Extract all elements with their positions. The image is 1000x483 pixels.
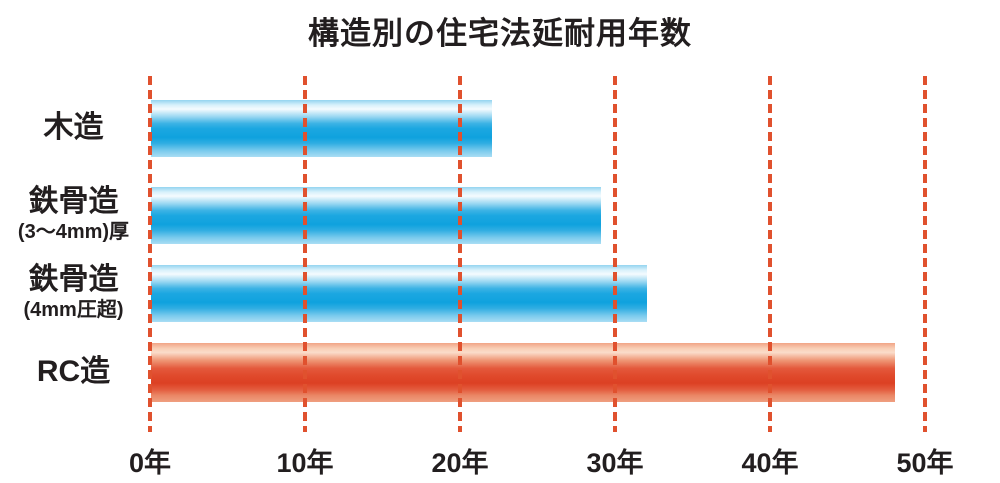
bar-row-1 <box>151 187 601 244</box>
x-tick-label-30: 30年 <box>586 448 644 478</box>
chart-title: 構造別の住宅法延耐用年数 <box>308 16 692 51</box>
category-label-2: 鉄骨造 (4mm圧超) <box>0 262 147 323</box>
category-label-sub: (3〜4mm)厚 <box>17 220 130 243</box>
gridline-10 <box>303 76 307 432</box>
gridline-30 <box>613 76 617 432</box>
category-label-main: 鉄骨造 <box>28 263 119 297</box>
x-tick-label-0: 0年 <box>128 448 172 478</box>
x-tick-label-50: 50年 <box>896 448 954 478</box>
gridline-20 <box>458 76 462 432</box>
gridline-0 <box>148 76 152 432</box>
x-tick-label-40: 40年 <box>741 448 799 478</box>
gridline-40 <box>768 76 772 432</box>
category-label-main: RC造 <box>36 354 111 388</box>
category-label-3: RC造 <box>0 340 147 403</box>
category-label-1: 鉄骨造 (3〜4mm)厚 <box>0 184 147 245</box>
category-label-0: 木造 <box>0 97 147 158</box>
category-label-main: 木造 <box>43 110 104 144</box>
gridline-50 <box>923 76 927 432</box>
x-tick-label-10: 10年 <box>276 448 334 478</box>
bar-row-3 <box>151 343 895 402</box>
bar-row-2 <box>151 265 647 322</box>
x-tick-label-20: 20年 <box>431 448 489 478</box>
category-label-main: 鉄骨造 <box>28 185 119 219</box>
category-label-sub: (4mm圧超) <box>23 298 124 321</box>
bar-row-0 <box>151 100 492 157</box>
